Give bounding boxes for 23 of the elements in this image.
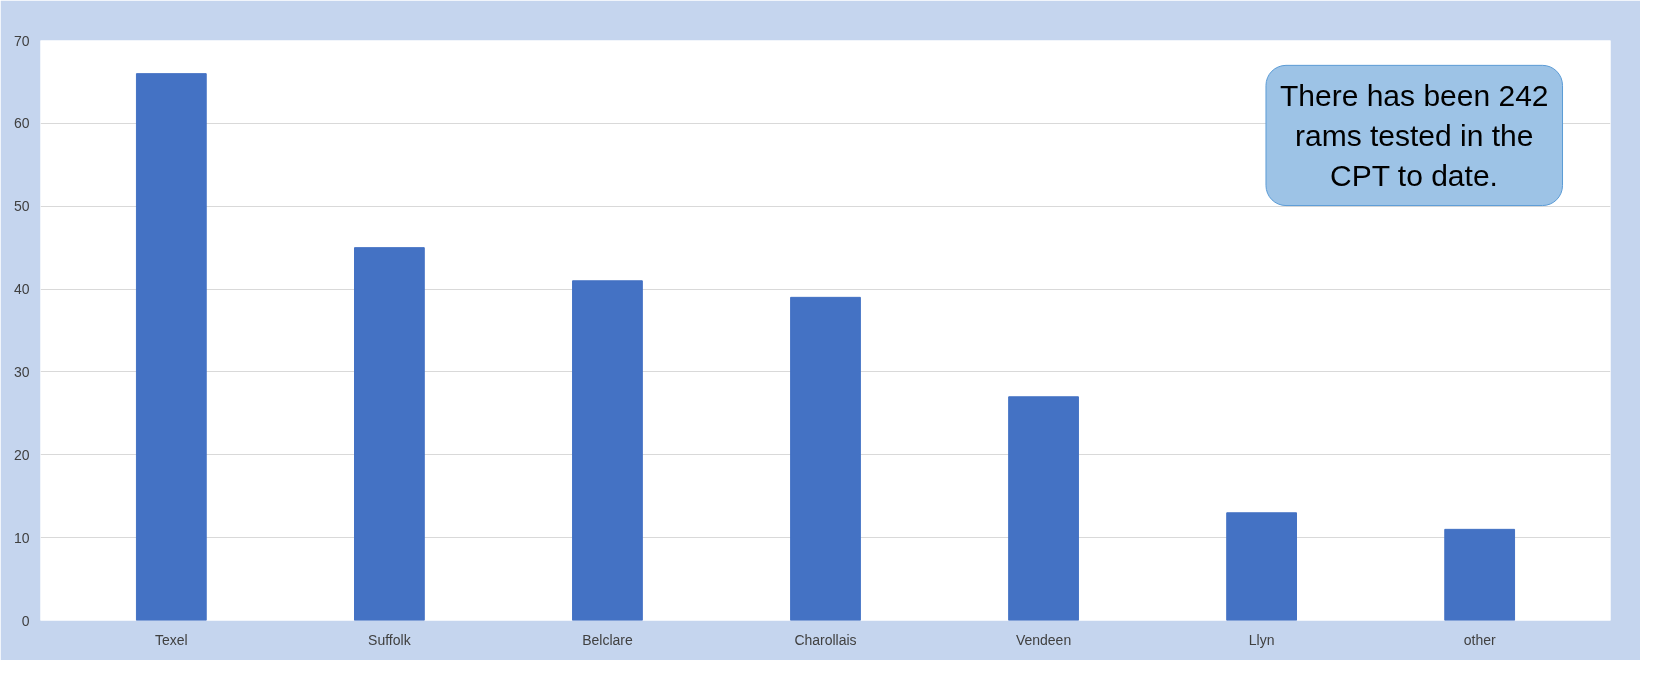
- x-tick-label: Suffolk: [368, 631, 412, 648]
- bar: [1226, 512, 1297, 621]
- bar: [1008, 396, 1079, 621]
- bar: [572, 280, 643, 621]
- y-tick-label: 70: [13, 32, 30, 49]
- annotation: There has been 242 rams tested in the CPT to date.: [1279, 79, 1549, 192]
- x-tick-label: Charollais: [794, 631, 857, 648]
- y-tick-label: 0: [21, 612, 30, 629]
- y-tick-label: 40: [13, 281, 30, 298]
- bar: [790, 296, 861, 621]
- y-tick-label: 60: [13, 115, 30, 132]
- y-tick-label: 30: [13, 363, 30, 380]
- x-tick-label: Texel: [154, 631, 188, 648]
- x-tick-label: other: [1463, 631, 1496, 648]
- x-tick-label: Belclare: [582, 631, 633, 648]
- y-tick-label: 20: [13, 446, 30, 463]
- bar: [1444, 528, 1516, 621]
- bar: [135, 73, 207, 621]
- y-tick-label: 10: [13, 529, 30, 546]
- x-tick-label: Llyn: [1248, 631, 1275, 648]
- bar: [354, 247, 425, 621]
- y-tick-label: 50: [13, 198, 30, 215]
- x-tick-label: Vendeen: [1015, 631, 1072, 648]
